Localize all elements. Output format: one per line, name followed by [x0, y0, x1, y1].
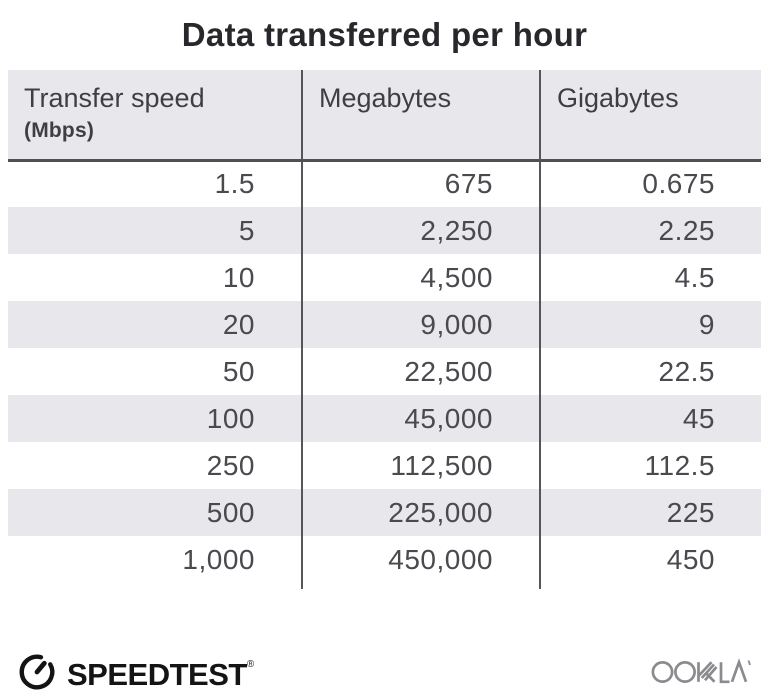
cell-speed: 1.5: [8, 160, 302, 207]
cell-speed: 250: [8, 442, 302, 489]
data-table: Transfer speed (Mbps) Megabytes Gigabyte…: [8, 70, 761, 589]
table-header-row: Transfer speed (Mbps) Megabytes Gigabyte…: [8, 70, 761, 162]
table-row: 20 9,000 9: [8, 301, 761, 348]
col-header-megabytes: Megabytes: [301, 70, 540, 162]
cell-gigabytes: 225: [539, 489, 761, 536]
col-header-transfer-speed-label: Transfer speed: [24, 83, 205, 113]
table-row: 50 22,500 22.5: [8, 348, 761, 395]
speedtest-wordmark: SPEEDTEST®: [67, 659, 254, 690]
table-row: 10 4,500 4.5: [8, 254, 761, 301]
cell-megabytes: 675: [301, 160, 540, 207]
cell-megabytes: 2,250: [301, 207, 540, 254]
table-row: 250 112,500 112.5: [8, 442, 761, 489]
cell-speed: 100: [8, 395, 302, 442]
cell-speed: 500: [8, 489, 302, 536]
table-row: 1,000 450,000 450: [8, 536, 761, 583]
ookla-logo: [651, 657, 755, 692]
cell-gigabytes: 2.25: [539, 207, 761, 254]
cell-megabytes: 9,000: [301, 301, 540, 348]
table-row: 1.5 675 0.675: [8, 160, 761, 207]
cell-megabytes: 45,000: [301, 395, 540, 442]
page-title: Data transferred per hour: [181, 16, 588, 53]
speedtest-logo: SPEEDTEST®: [16, 651, 254, 698]
registered-trademark-symbol: ®: [246, 658, 254, 670]
cell-speed: 1,000: [8, 536, 302, 583]
cell-gigabytes: 112.5: [539, 442, 761, 489]
cell-gigabytes: 450: [539, 536, 761, 583]
col-header-mbps-unit: (Mbps): [24, 119, 95, 142]
table-row: 5 2,250 2.25: [8, 207, 761, 254]
cell-gigabytes: 4.5: [539, 254, 761, 301]
cell-gigabytes: 22.5: [539, 348, 761, 395]
table-row: 500 225,000 225: [8, 489, 761, 536]
speedtest-gauge-icon: [16, 651, 58, 698]
cell-megabytes: 22,500: [301, 348, 540, 395]
cell-megabytes: 112,500: [301, 442, 540, 489]
cell-speed: 10: [8, 254, 302, 301]
cell-speed: 20: [8, 301, 302, 348]
speedtest-label: SPEEDTEST: [67, 656, 247, 692]
cell-megabytes: 450,000: [301, 536, 540, 583]
cell-speed: 5: [8, 207, 302, 254]
cell-gigabytes: 9: [539, 301, 761, 348]
cell-gigabytes: 45: [539, 395, 761, 442]
col-header-gigabytes: Gigabytes: [539, 70, 761, 162]
cell-megabytes: 4,500: [301, 254, 540, 301]
col-header-transfer-speed: Transfer speed (Mbps): [8, 70, 302, 162]
cell-megabytes: 225,000: [301, 489, 540, 536]
table-row: 100 45,000 45: [8, 395, 761, 442]
cell-speed: 50: [8, 348, 302, 395]
cell-gigabytes: 0.675: [539, 160, 761, 207]
table-bottom-divider-ticks: [8, 583, 761, 589]
footer: SPEEDTEST®: [0, 653, 769, 695]
